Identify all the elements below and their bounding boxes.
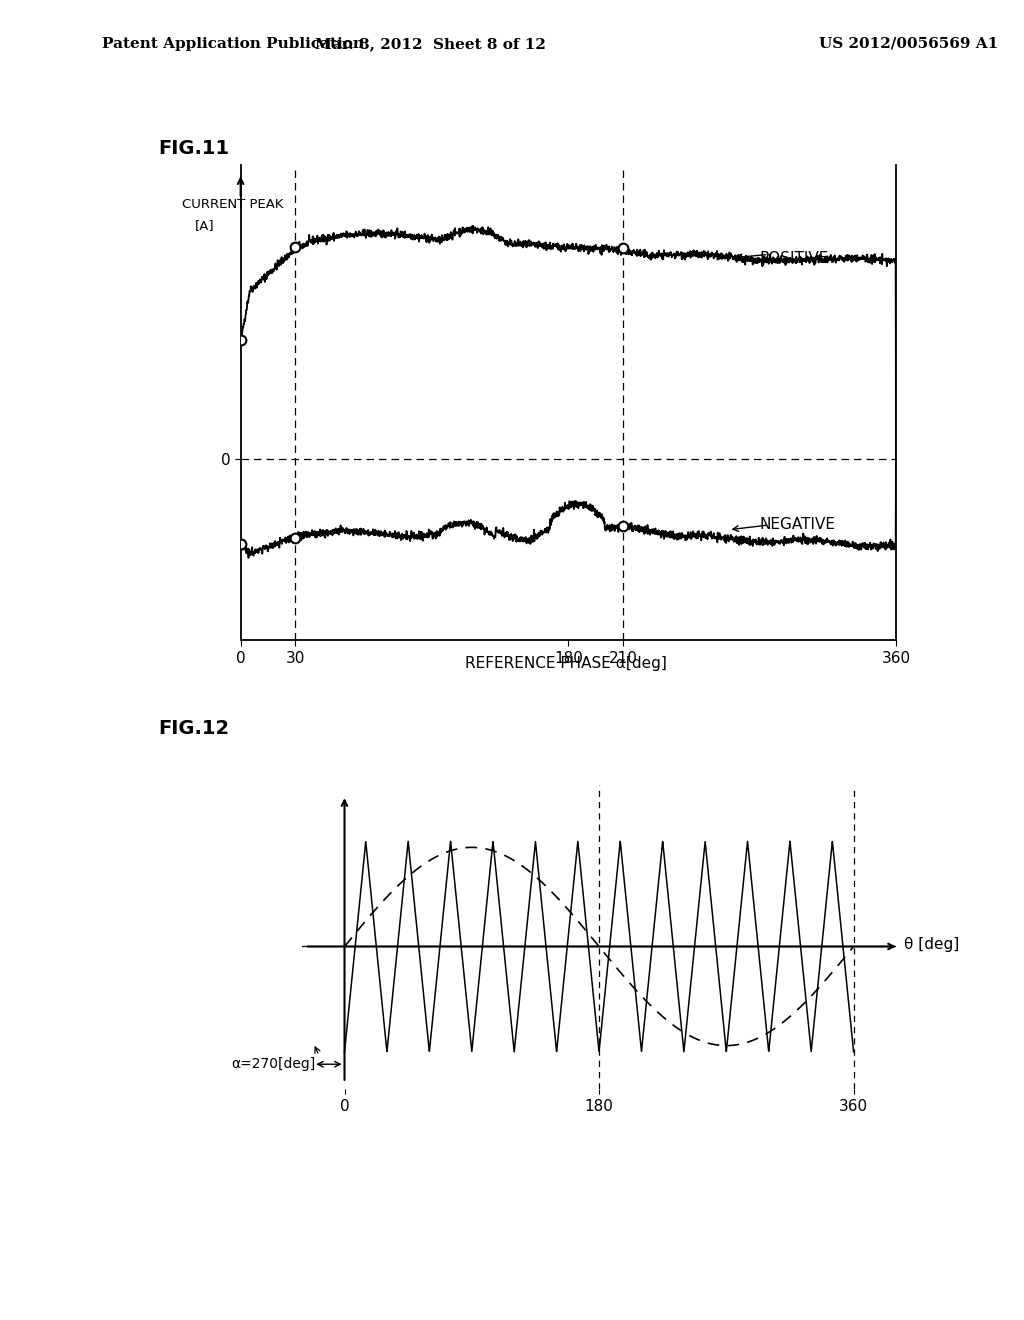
Text: US 2012/0056569 A1: US 2012/0056569 A1 <box>819 37 998 51</box>
Text: α=270[deg]: α=270[deg] <box>231 1057 315 1072</box>
Text: [A]: [A] <box>195 219 214 232</box>
Text: POSITIVE: POSITIVE <box>760 251 828 267</box>
Text: θ [deg]: θ [deg] <box>904 936 959 952</box>
Text: CURRENT PEAK: CURRENT PEAK <box>182 198 284 211</box>
Text: REFERENCE PHASE α[deg]: REFERENCE PHASE α[deg] <box>465 656 668 671</box>
Text: Patent Application Publication: Patent Application Publication <box>102 37 365 51</box>
Text: Mar. 8, 2012  Sheet 8 of 12: Mar. 8, 2012 Sheet 8 of 12 <box>314 37 546 51</box>
Text: FIG.11: FIG.11 <box>159 139 229 157</box>
Text: FIG.12: FIG.12 <box>159 719 229 738</box>
Text: NEGATIVE: NEGATIVE <box>760 516 836 532</box>
